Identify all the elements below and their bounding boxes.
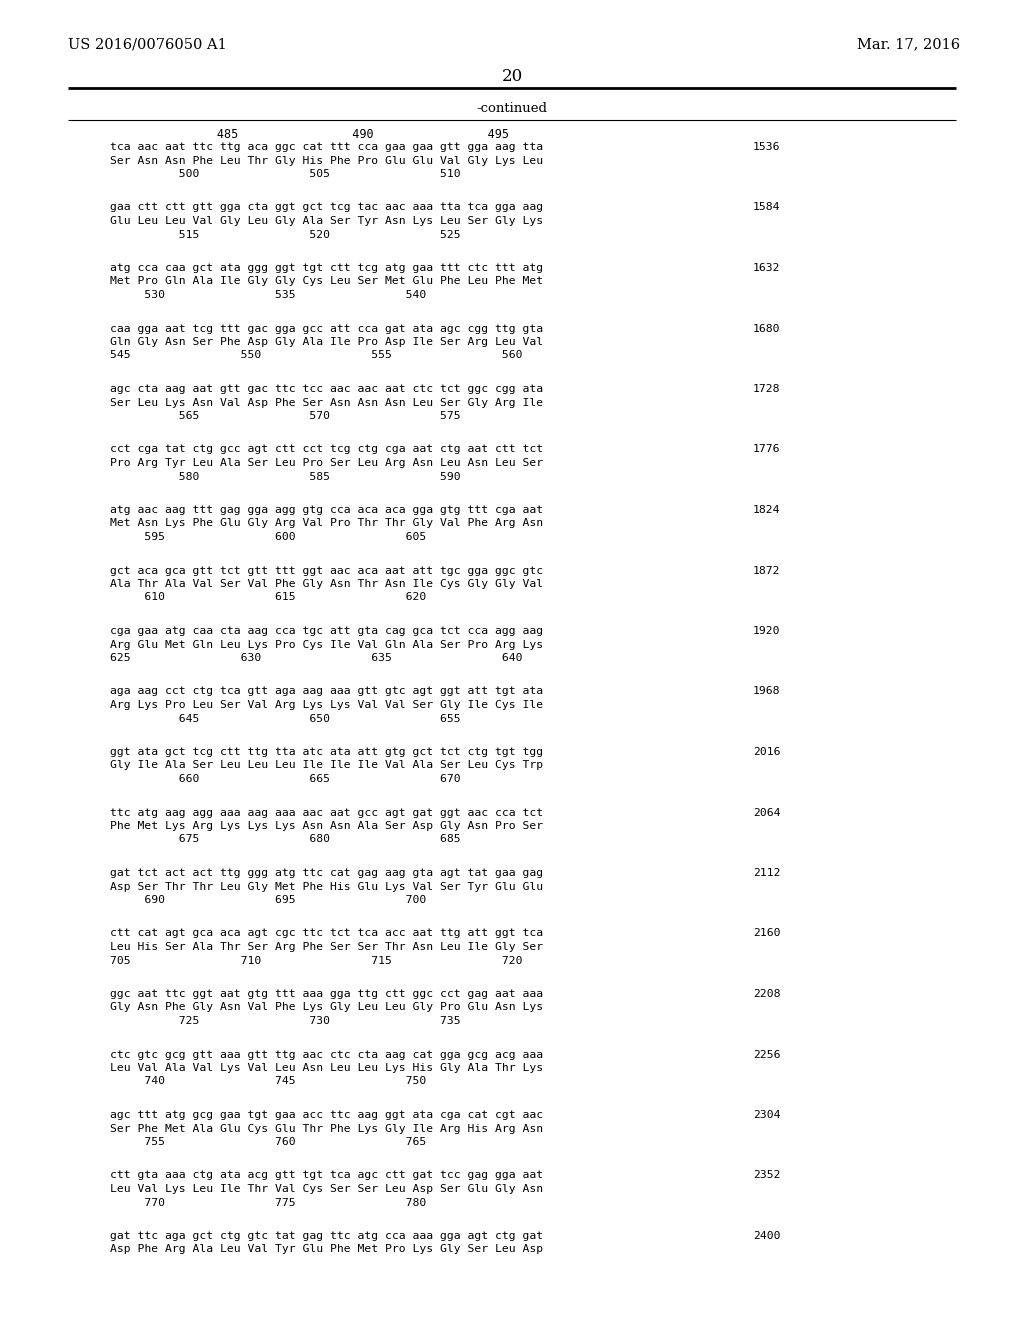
Text: 1680: 1680 [753,323,780,334]
Text: Ser Leu Lys Asn Val Asp Phe Ser Asn Asn Asn Leu Ser Gly Arg Ile: Ser Leu Lys Asn Val Asp Phe Ser Asn Asn … [110,397,543,408]
Text: Leu Val Lys Leu Ile Thr Val Cys Ser Ser Leu Asp Ser Glu Gly Asn: Leu Val Lys Leu Ile Thr Val Cys Ser Ser … [110,1184,543,1195]
Text: Ala Thr Ala Val Ser Val Phe Gly Asn Thr Asn Ile Cys Gly Gly Val: Ala Thr Ala Val Ser Val Phe Gly Asn Thr … [110,579,543,589]
Text: Pro Arg Tyr Leu Ala Ser Leu Pro Ser Leu Arg Asn Leu Asn Leu Ser: Pro Arg Tyr Leu Ala Ser Leu Pro Ser Leu … [110,458,543,469]
Text: gat tct act act ttg ggg atg ttc cat gag aag gta agt tat gaa gag: gat tct act act ttg ggg atg ttc cat gag … [110,869,543,878]
Text: 2208: 2208 [753,989,780,999]
Text: agc ttt atg gcg gaa tgt gaa acc ttc aag ggt ata cga cat cgt aac: agc ttt atg gcg gaa tgt gaa acc ttc aag … [110,1110,543,1119]
Text: 2064: 2064 [753,808,780,817]
Text: ggc aat ttc ggt aat gtg ttt aaa gga ttg ctt ggc cct gag aat aaa: ggc aat ttc ggt aat gtg ttt aaa gga ttg … [110,989,543,999]
Text: 530                535                540: 530 535 540 [110,290,426,300]
Text: Asp Ser Thr Thr Leu Gly Met Phe His Glu Lys Val Ser Tyr Glu Glu: Asp Ser Thr Thr Leu Gly Met Phe His Glu … [110,882,543,891]
Text: atg cca caa gct ata ggg ggt tgt ctt tcg atg gaa ttt ctc ttt atg: atg cca caa gct ata ggg ggt tgt ctt tcg … [110,263,543,273]
Text: 2352: 2352 [753,1171,780,1180]
Text: 2160: 2160 [753,928,780,939]
Text: 1776: 1776 [753,445,780,454]
Text: 725                730                735: 725 730 735 [110,1016,461,1026]
Text: 2304: 2304 [753,1110,780,1119]
Text: Gly Ile Ala Ser Leu Leu Leu Ile Ile Ile Val Ala Ser Leu Cys Trp: Gly Ile Ala Ser Leu Leu Leu Ile Ile Ile … [110,760,543,771]
Text: 2400: 2400 [753,1232,780,1241]
Text: 500                505                510: 500 505 510 [110,169,461,180]
Text: Met Pro Gln Ala Ile Gly Gly Cys Leu Ser Met Glu Phe Leu Phe Met: Met Pro Gln Ala Ile Gly Gly Cys Leu Ser … [110,276,543,286]
Text: 625                630                635                640: 625 630 635 640 [110,653,522,663]
Text: Ser Asn Asn Phe Leu Thr Gly His Phe Pro Glu Glu Val Gly Lys Leu: Ser Asn Asn Phe Leu Thr Gly His Phe Pro … [110,156,543,165]
Text: 2016: 2016 [753,747,780,756]
Text: 1536: 1536 [753,143,780,152]
Text: Arg Lys Pro Leu Ser Val Arg Lys Lys Val Val Ser Gly Ile Cys Ile: Arg Lys Pro Leu Ser Val Arg Lys Lys Val … [110,700,543,710]
Text: 1584: 1584 [753,202,780,213]
Text: gaa ctt ctt gtt gga cta ggt gct tcg tac aac aaa tta tca gga aag: gaa ctt ctt gtt gga cta ggt gct tcg tac … [110,202,543,213]
Text: 580                585                590: 580 585 590 [110,471,461,482]
Text: 755                760                765: 755 760 765 [110,1137,426,1147]
Text: aga aag cct ctg tca gtt aga aag aaa gtt gtc agt ggt att tgt ata: aga aag cct ctg tca gtt aga aag aaa gtt … [110,686,543,697]
Text: Gln Gly Asn Ser Phe Asp Gly Ala Ile Pro Asp Ile Ser Arg Leu Val: Gln Gly Asn Ser Phe Asp Gly Ala Ile Pro … [110,337,543,347]
Text: 660                665                670: 660 665 670 [110,774,461,784]
Text: cga gaa atg caa cta aag cca tgc att gta cag gca tct cca agg aag: cga gaa atg caa cta aag cca tgc att gta … [110,626,543,636]
Text: 2256: 2256 [753,1049,780,1060]
Text: 20: 20 [502,69,522,84]
Text: 1872: 1872 [753,565,780,576]
Text: 565                570                575: 565 570 575 [110,411,461,421]
Text: 1632: 1632 [753,263,780,273]
Text: 1728: 1728 [753,384,780,393]
Text: ttc atg aag agg aaa aag aaa aac aat gcc agt gat ggt aac cca tct: ttc atg aag agg aaa aag aaa aac aat gcc … [110,808,543,817]
Text: ctc gtc gcg gtt aaa gtt ttg aac ctc cta aag cat gga gcg acg aaa: ctc gtc gcg gtt aaa gtt ttg aac ctc cta … [110,1049,543,1060]
Text: Ser Phe Met Ala Glu Cys Glu Thr Phe Lys Gly Ile Arg His Arg Asn: Ser Phe Met Ala Glu Cys Glu Thr Phe Lys … [110,1123,543,1134]
Text: US 2016/0076050 A1: US 2016/0076050 A1 [68,37,226,51]
Text: 610                615                620: 610 615 620 [110,593,426,602]
Text: Asp Phe Arg Ala Leu Val Tyr Glu Phe Met Pro Lys Gly Ser Leu Asp: Asp Phe Arg Ala Leu Val Tyr Glu Phe Met … [110,1245,543,1254]
Text: ctt cat agt gca aca agt cgc ttc tct tca acc aat ttg att ggt tca: ctt cat agt gca aca agt cgc ttc tct tca … [110,928,543,939]
Text: -continued: -continued [476,102,548,115]
Text: Leu His Ser Ala Thr Ser Arg Phe Ser Ser Thr Asn Leu Ile Gly Ser: Leu His Ser Ala Thr Ser Arg Phe Ser Ser … [110,942,543,952]
Text: ggt ata gct tcg ctt ttg tta atc ata att gtg gct tct ctg tgt tgg: ggt ata gct tcg ctt ttg tta atc ata att … [110,747,543,756]
Text: 740                745                750: 740 745 750 [110,1077,426,1086]
Text: Mar. 17, 2016: Mar. 17, 2016 [857,37,961,51]
Text: Gly Asn Phe Gly Asn Val Phe Lys Gly Leu Leu Gly Pro Glu Asn Lys: Gly Asn Phe Gly Asn Val Phe Lys Gly Leu … [110,1002,543,1012]
Text: Met Asn Lys Phe Glu Gly Arg Val Pro Thr Thr Gly Val Phe Arg Asn: Met Asn Lys Phe Glu Gly Arg Val Pro Thr … [110,519,543,528]
Text: tca aac aat ttc ttg aca ggc cat ttt cca gaa gaa gtt gga aag tta: tca aac aat ttc ttg aca ggc cat ttt cca … [110,143,543,152]
Text: atg aac aag ttt gag gga agg gtg cca aca aca gga gtg ttt cga aat: atg aac aag ttt gag gga agg gtg cca aca … [110,506,543,515]
Text: 1920: 1920 [753,626,780,636]
Text: 690                695                700: 690 695 700 [110,895,426,906]
Text: 645                650                655: 645 650 655 [110,714,461,723]
Text: 770                775                780: 770 775 780 [110,1197,426,1208]
Text: Phe Met Lys Arg Lys Lys Lys Asn Asn Ala Ser Asp Gly Asn Pro Ser: Phe Met Lys Arg Lys Lys Lys Asn Asn Ala … [110,821,543,832]
Text: caa gga aat tcg ttt gac gga gcc att cca gat ata agc cgg ttg gta: caa gga aat tcg ttt gac gga gcc att cca … [110,323,543,334]
Text: 705                710                715                720: 705 710 715 720 [110,956,522,965]
Text: 485                490                495: 485 490 495 [110,128,509,141]
Text: 545                550                555                560: 545 550 555 560 [110,351,522,360]
Text: 515                520                525: 515 520 525 [110,230,461,239]
Text: agc cta aag aat gtt gac ttc tcc aac aac aat ctc tct ggc cgg ata: agc cta aag aat gtt gac ttc tcc aac aac … [110,384,543,393]
Text: gat ttc aga gct ctg gtc tat gag ttc atg cca aaa gga agt ctg gat: gat ttc aga gct ctg gtc tat gag ttc atg … [110,1232,543,1241]
Text: 1824: 1824 [753,506,780,515]
Text: Arg Glu Met Gln Leu Lys Pro Cys Ile Val Gln Ala Ser Pro Arg Lys: Arg Glu Met Gln Leu Lys Pro Cys Ile Val … [110,639,543,649]
Text: ctt gta aaa ctg ata acg gtt tgt tca agc ctt gat tcc gag gga aat: ctt gta aaa ctg ata acg gtt tgt tca agc … [110,1171,543,1180]
Text: 675                680                685: 675 680 685 [110,834,461,845]
Text: gct aca gca gtt tct gtt ttt ggt aac aca aat att tgc gga ggc gtc: gct aca gca gtt tct gtt ttt ggt aac aca … [110,565,543,576]
Text: cct cga tat ctg gcc agt ctt cct tcg ctg cga aat ctg aat ctt tct: cct cga tat ctg gcc agt ctt cct tcg ctg … [110,445,543,454]
Text: 2112: 2112 [753,869,780,878]
Text: Leu Val Ala Val Lys Val Leu Asn Leu Leu Lys His Gly Ala Thr Lys: Leu Val Ala Val Lys Val Leu Asn Leu Leu … [110,1063,543,1073]
Text: Glu Leu Leu Val Gly Leu Gly Ala Ser Tyr Asn Lys Leu Ser Gly Lys: Glu Leu Leu Val Gly Leu Gly Ala Ser Tyr … [110,216,543,226]
Text: 1968: 1968 [753,686,780,697]
Text: 595                600                605: 595 600 605 [110,532,426,543]
